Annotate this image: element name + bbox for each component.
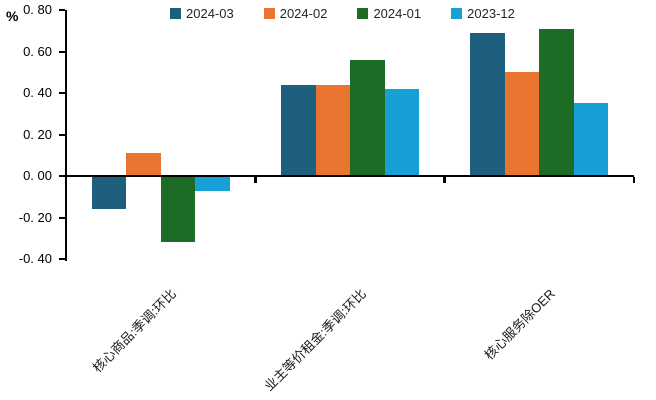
legend-item: 2024-02: [263, 6, 328, 21]
y-tick-label: 0. 20: [23, 126, 52, 142]
x-axis-zero-line: [64, 174, 634, 178]
y-tick: [58, 216, 65, 219]
bar: [573, 103, 609, 176]
bar: [470, 32, 505, 176]
bar: [384, 88, 419, 176]
y-tick: [58, 9, 65, 11]
bar: [539, 28, 574, 176]
y-tick-label: 0. 00: [23, 168, 52, 183]
legend-swatch-icon: [170, 8, 181, 19]
x-tick: [443, 177, 446, 184]
legend-swatch-icon: [357, 8, 369, 19]
x-axis-category-label: 核心商品:季调:环比: [90, 286, 180, 376]
legend-label: 2024-02: [279, 6, 328, 21]
y-axis-unit-label: %: [6, 8, 19, 24]
x-axis-category-label: 核心服务除OER: [481, 286, 559, 363]
y-axis-line: [64, 10, 68, 261]
legend-item: 2024-03: [170, 6, 234, 21]
bar: [160, 176, 196, 243]
bar: [91, 176, 127, 210]
y-tick: [58, 133, 65, 136]
x-tick: [632, 177, 636, 184]
bar: [281, 84, 316, 176]
legend-label: 2024-03: [186, 6, 234, 21]
y-tick: [58, 50, 65, 53]
y-tick: [58, 92, 65, 94]
x-axis-category-label: 业主等价租金:季调:环比: [261, 286, 369, 394]
y-tick: [58, 175, 65, 177]
y-tick: [58, 258, 65, 260]
y-tick-label: -0. 40: [18, 251, 52, 266]
legend-swatch-icon: [263, 8, 275, 19]
y-tick-label: 0. 60: [23, 43, 52, 59]
legend-item: 2023-12: [451, 6, 515, 21]
y-tick-label: 0. 80: [23, 2, 52, 17]
bar: [315, 84, 350, 176]
x-tick: [254, 177, 257, 184]
legend-swatch-icon: [451, 8, 463, 19]
bar: [504, 72, 540, 176]
legend-item: 2024-01: [357, 6, 421, 21]
legend-label: 2024-01: [373, 6, 422, 21]
y-tick-label: -0. 20: [18, 209, 52, 225]
bar: [195, 176, 230, 191]
bar: [350, 59, 385, 176]
legend-label: 2023-12: [467, 6, 515, 21]
bar: [126, 153, 161, 176]
chart-legend: 2024-03 2024-02 2024-01 2023-12: [170, 6, 515, 21]
y-tick-label: 0. 40: [23, 85, 52, 100]
